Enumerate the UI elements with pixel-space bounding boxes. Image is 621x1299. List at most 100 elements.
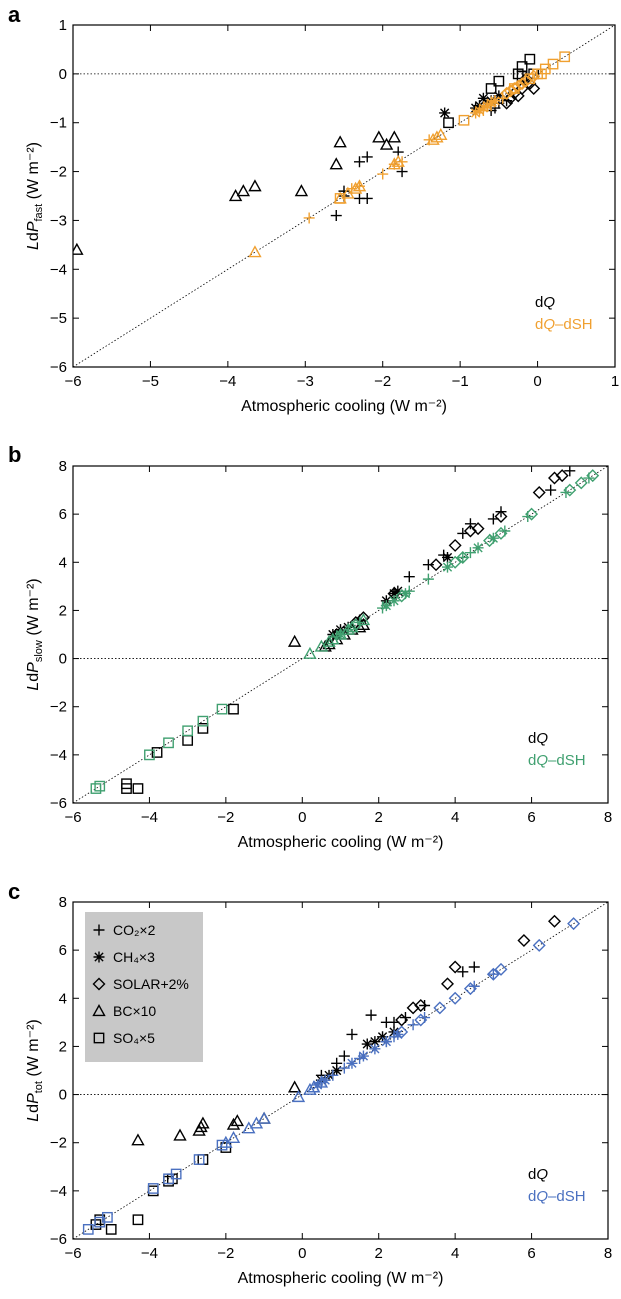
x-tick-label: 2 — [375, 1245, 383, 1262]
marker-so4 — [443, 117, 454, 129]
marker-ch4 — [335, 629, 346, 640]
marker-so4 — [105, 1223, 117, 1235]
x-tick-label: −2 — [374, 373, 391, 390]
marker-bc — [226, 1117, 241, 1130]
y-axis-title: LdPfast (W m⁻²) — [25, 142, 45, 250]
marker-ch4 — [93, 951, 105, 963]
y-tick-label: −2 — [50, 164, 67, 181]
marker-solar — [503, 84, 517, 98]
marker-bc — [387, 130, 402, 143]
series-dq-dsh — [90, 469, 600, 794]
marker-bc — [92, 1004, 106, 1017]
marker-solar — [586, 469, 600, 483]
marker-ch4 — [442, 551, 453, 563]
marker-ch4 — [369, 1036, 381, 1048]
marker-solar — [532, 485, 546, 499]
marker-bc — [287, 1080, 302, 1093]
plot-frame — [72, 24, 616, 368]
marker-bc — [372, 130, 386, 143]
marker-so4 — [334, 193, 346, 204]
marker-bc — [287, 634, 302, 647]
marker-bc — [73, 242, 84, 255]
chart-panel-a: −6 −5 −4 −3 −2 −1 0 1 −6 −5 −4 −3 −2 −1 0 1 a Atmospheric… — [8, 2, 619, 415]
marker-so4 — [147, 1183, 159, 1194]
marker-co2 — [353, 156, 365, 168]
y-tick-label: 0 — [59, 66, 67, 83]
marker-so4 — [216, 1139, 228, 1151]
marker-solar — [448, 538, 462, 552]
legend-entry: dQ — [535, 294, 555, 311]
data-markers — [90, 466, 600, 794]
marker-ch4 — [388, 588, 400, 600]
marker-solar — [433, 1001, 447, 1015]
marker-so4 — [102, 1211, 113, 1223]
marker-so4 — [193, 1154, 205, 1165]
marker-solar — [483, 534, 497, 548]
marker-bc — [379, 137, 394, 150]
marker-ch4 — [439, 107, 451, 119]
marker-legend-label: SOLAR+2% — [113, 976, 189, 992]
marker-bc — [131, 1133, 145, 1146]
series-dq-dsh — [82, 917, 581, 1235]
x-axis-title: Atmospheric cooling (W m⁻²) — [238, 1270, 444, 1287]
marker-ch4 — [357, 1050, 369, 1062]
marker-co2 — [545, 484, 557, 496]
marker-solar — [527, 82, 541, 96]
marker-ch4 — [369, 1043, 381, 1055]
y-tick-label: −2 — [50, 699, 67, 716]
marker-so4 — [524, 53, 536, 65]
y-tick-label: 2 — [59, 602, 67, 619]
plot-frame — [72, 901, 609, 1240]
marker-legend-label: CH₄×3 — [113, 949, 155, 965]
marker-solar — [395, 1025, 409, 1039]
marker-bc — [257, 1111, 271, 1124]
marker-so4 — [493, 75, 505, 87]
marker-solar — [548, 914, 561, 928]
x-axis-title: Atmospheric cooling (W m⁻²) — [238, 834, 444, 851]
marker-solar — [456, 550, 470, 564]
marker-so4 — [547, 58, 559, 70]
marker-legend-label: CO₂×2 — [113, 922, 156, 938]
legend-entry: dQ–dSH — [528, 1188, 586, 1205]
marker-bc — [173, 1128, 187, 1141]
marker-bc — [248, 179, 262, 192]
marker-solar — [429, 558, 443, 572]
x-tick-label: −4 — [219, 373, 236, 390]
marker-solar — [532, 938, 546, 952]
marker-ch4 — [361, 1038, 373, 1050]
marker-bc — [291, 1090, 306, 1103]
marker-co2 — [419, 1000, 431, 1012]
marker-bc — [230, 1114, 245, 1127]
marker-ch4 — [380, 600, 392, 612]
marker-solar — [448, 555, 462, 569]
x-tick-label: −6 — [64, 373, 81, 390]
marker-so4 — [121, 783, 132, 794]
marker-bc — [248, 245, 262, 258]
x-tick-label: 4 — [451, 1245, 459, 1262]
marker-bc — [303, 646, 317, 659]
marker-ch4 — [485, 97, 497, 109]
x-tick-label: 1 — [611, 373, 619, 390]
x-tick-label: 6 — [527, 809, 535, 826]
y-tick-label: 2 — [59, 1038, 67, 1055]
marker-ch4 — [477, 102, 489, 114]
y-tick-label: 8 — [59, 458, 67, 475]
y-axis-title: LdPslow (W m⁻²) — [25, 578, 45, 690]
y-tick-label: −6 — [50, 359, 67, 376]
marker-so4 — [197, 723, 209, 734]
marker-ch4 — [477, 92, 489, 104]
data-markers — [73, 51, 571, 258]
marker-so4 — [182, 735, 194, 746]
legend-entry: dQ–dSH — [535, 316, 593, 333]
marker-so4 — [197, 715, 209, 727]
marker-legend-box — [85, 912, 203, 1062]
marker-legend: CO₂×2 CH₄×3 SOLAR+2% BC×10 SO₄×5 — [85, 912, 203, 1062]
marker-co2 — [365, 1009, 377, 1021]
marker-solar — [486, 967, 500, 981]
marker-solar — [441, 977, 454, 991]
y-tick-label: −2 — [50, 1135, 67, 1152]
marker-co2 — [361, 151, 373, 163]
marker-so4 — [144, 749, 155, 761]
marker-ch4 — [380, 1036, 392, 1048]
